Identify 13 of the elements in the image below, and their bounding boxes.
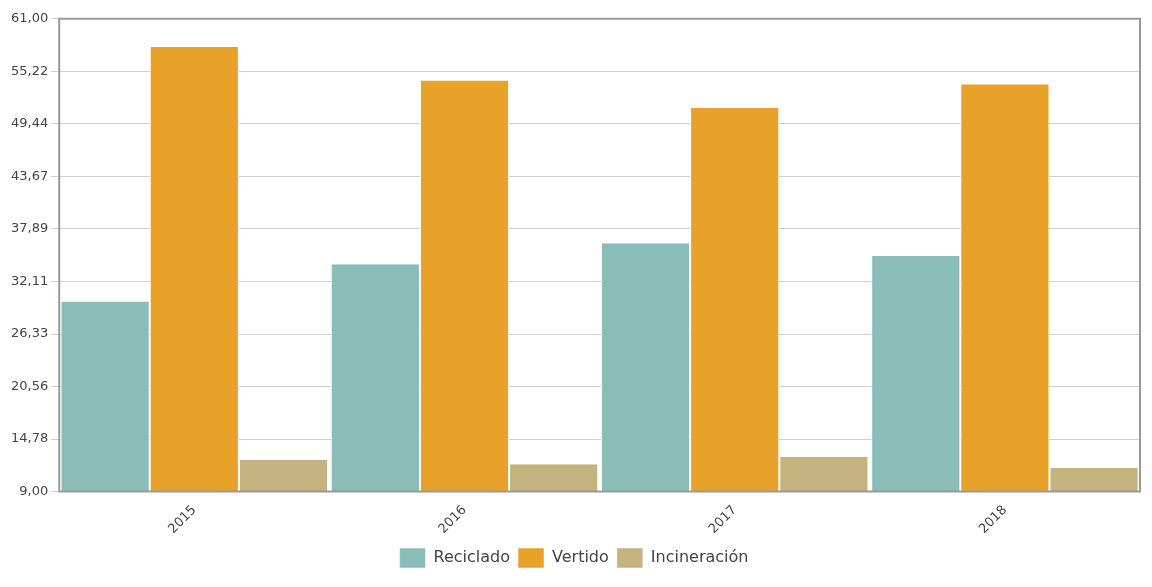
y-tick-label: 26,33 — [11, 325, 49, 341]
legend-label: Vertido — [552, 547, 609, 567]
y-tick-label: 43,67 — [11, 167, 49, 183]
y-tick-label: 9,00 — [19, 482, 49, 498]
legend-label: Incineración — [650, 547, 749, 567]
legend-label: Reciclado — [433, 547, 511, 567]
y-tick-label: 32,11 — [11, 272, 49, 288]
y-tick-label: 37,89 — [11, 220, 49, 236]
y-tick-label: 49,44 — [11, 115, 49, 131]
y-tick-label: 55,22 — [11, 62, 49, 78]
y-tick-label: 14,78 — [11, 430, 49, 446]
y-tick-label: 20,56 — [11, 377, 49, 393]
y-tick-label: 61,00 — [11, 10, 49, 26]
